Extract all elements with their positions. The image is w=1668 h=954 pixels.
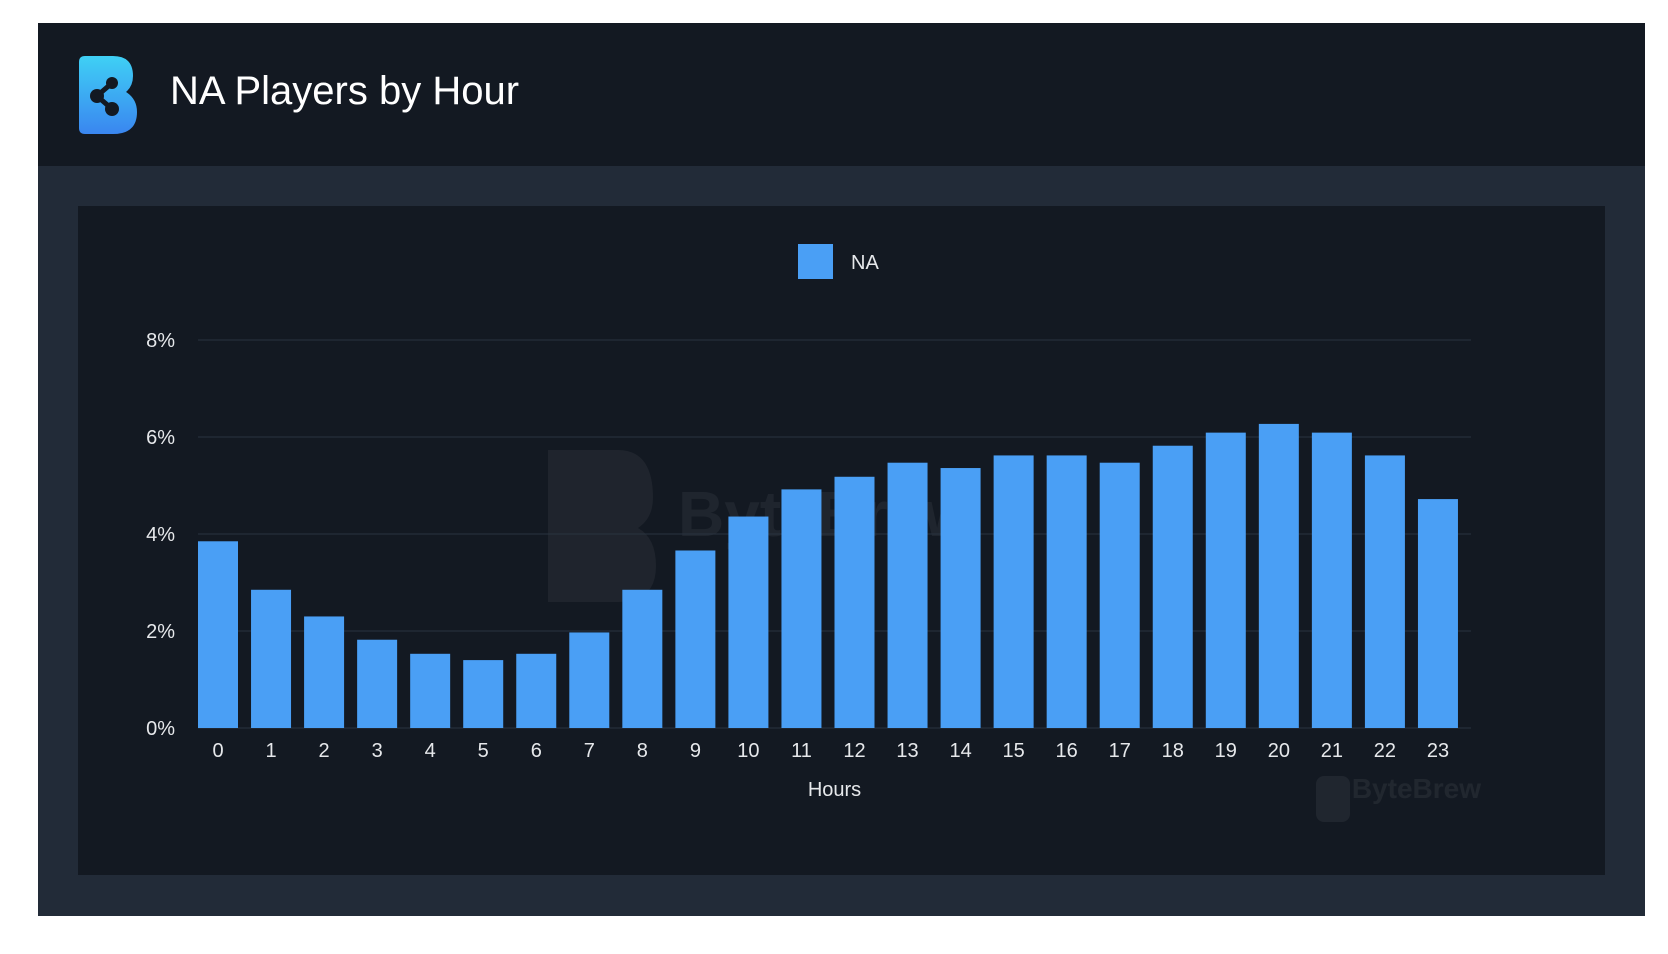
legend-label[interactable]: NA: [851, 252, 879, 274]
y-tick-label: 8%: [146, 330, 175, 352]
x-tick-label: 19: [1215, 740, 1237, 762]
x-tick-label: 20: [1268, 740, 1290, 762]
bar[interactable]: [728, 516, 769, 728]
page-title: NA Players by Hour: [170, 69, 520, 113]
x-tick-label: 10: [737, 740, 759, 762]
watermark-text: ByteBrew: [678, 478, 973, 550]
bar[interactable]: [1364, 455, 1405, 728]
bar[interactable]: [940, 468, 981, 728]
x-tick-label: 15: [1003, 740, 1025, 762]
x-tick-label: 14: [949, 740, 971, 762]
watermark-small-text: ByteBrew: [1352, 773, 1481, 804]
bar[interactable]: [1417, 499, 1458, 728]
y-tick-label: 6%: [146, 427, 175, 449]
bar[interactable]: [463, 660, 504, 728]
bar[interactable]: [622, 589, 663, 728]
x-tick-label: 4: [425, 740, 436, 762]
bar[interactable]: [887, 462, 928, 728]
bar[interactable]: [1311, 432, 1352, 728]
bar[interactable]: [993, 455, 1034, 728]
x-tick-label: 12: [843, 740, 865, 762]
x-tick-label: 2: [319, 740, 330, 762]
bar[interactable]: [304, 616, 345, 728]
bar[interactable]: [410, 653, 451, 728]
bar[interactable]: [357, 639, 398, 728]
bar[interactable]: [834, 476, 875, 728]
y-tick-label: 2%: [146, 621, 175, 643]
bar[interactable]: [251, 589, 292, 728]
x-tick-label: 13: [896, 740, 918, 762]
x-tick-label: 11: [791, 740, 812, 762]
x-tick-label: 16: [1056, 740, 1078, 762]
y-tick-label: 0%: [146, 718, 175, 740]
bar[interactable]: [1258, 423, 1299, 728]
bar[interactable]: [198, 541, 238, 728]
bar[interactable]: [516, 653, 557, 728]
chart-card: NA Players by Hour ByteBrew 0% 2% 4% 6% 8% 0 1 2…: [38, 23, 1645, 916]
watermark-logo: [548, 450, 656, 602]
x-tick-label: 18: [1162, 740, 1184, 762]
bar[interactable]: [675, 550, 716, 728]
bar[interactable]: [781, 489, 822, 728]
x-tick-label: 9: [690, 740, 701, 762]
x-tick-label: 3: [372, 740, 383, 762]
x-axis-label: Hours: [808, 779, 861, 801]
card-header: NA Players by Hour: [38, 23, 1645, 166]
bar[interactable]: [1205, 432, 1246, 728]
watermark-small-logo-icon: [1316, 776, 1350, 822]
bar[interactable]: [569, 632, 610, 728]
legend-swatch: [798, 244, 833, 279]
x-tick-label: 22: [1374, 740, 1396, 762]
x-tick-label: 17: [1109, 740, 1131, 762]
x-tick-label: 23: [1427, 740, 1449, 762]
y-tick-label: 4%: [146, 524, 175, 546]
x-tick-label: 5: [478, 740, 489, 762]
x-tick-label: 21: [1321, 740, 1343, 762]
bytebrew-logo-icon: [79, 56, 137, 134]
bar[interactable]: [1099, 462, 1140, 728]
x-tick-label: 8: [637, 740, 648, 762]
chart-panel: ByteBrew 0% 2% 4% 6% 8% 0 1 2 3 4 5 6 7 8 9 10 11 12 13 14 15…: [78, 206, 1605, 875]
x-tick-label: 1: [265, 740, 276, 762]
x-tick-label: 6: [531, 740, 542, 762]
bar[interactable]: [1046, 455, 1087, 728]
bar[interactable]: [1152, 445, 1193, 728]
x-tick-label: 7: [584, 740, 595, 762]
x-tick-label: 0: [212, 740, 223, 762]
